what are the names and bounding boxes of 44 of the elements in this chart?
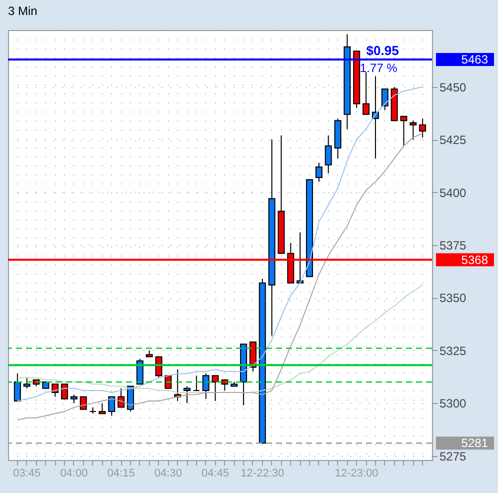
y-tick-label: 5450 — [440, 80, 467, 94]
candlestick — [61, 384, 68, 400]
chart-title: 3 Min — [8, 4, 38, 18]
candlestick — [98, 402, 106, 414]
candlestick — [80, 396, 87, 410]
line-series — [16, 132, 424, 420]
x-tick-label: 04:30 — [154, 468, 182, 480]
y-tick-label: 5300 — [440, 396, 467, 411]
y-tick-label: 5325 — [440, 344, 467, 358]
candlestick — [419, 118, 426, 138]
candlestick — [126, 386, 134, 412]
candlestick — [315, 162, 322, 182]
annotation: 1.77 % — [360, 61, 398, 75]
candlestick — [192, 375, 200, 391]
x-tick-label: 03:45 — [13, 468, 41, 480]
annotation: $0.95 — [366, 43, 399, 58]
candlestick — [324, 134, 332, 174]
y-tick-label: 5375 — [440, 238, 467, 252]
candlestick — [118, 388, 125, 408]
x-tick-label: 12-23:00 — [334, 468, 378, 480]
y-tick-label: 5350 — [440, 291, 467, 306]
candlestick — [212, 375, 219, 402]
candlestick — [202, 373, 210, 400]
candlestick — [410, 120, 417, 140]
x-tick-label: 04:00 — [60, 468, 88, 480]
candlestick — [362, 72, 370, 115]
y-tick-label: 5425 — [440, 133, 467, 148]
candlestick — [400, 116, 408, 146]
x-tick-label: 12-22:30 — [240, 468, 284, 480]
candlestick — [184, 386, 191, 404]
candlestick — [14, 373, 21, 402]
ref-line-label: 5368 — [461, 252, 488, 267]
candlestick — [221, 379, 228, 391]
candlestick — [23, 377, 30, 389]
candlestick — [164, 375, 172, 389]
candlestick — [155, 356, 162, 378]
candlestick — [52, 384, 59, 398]
y-tick-label: 5275 — [440, 449, 467, 464]
x-tick-label: 04:45 — [202, 468, 230, 480]
x-tick-label: 04:15 — [107, 468, 135, 480]
candlestick — [108, 396, 116, 416]
y-tick-label: 5400 — [440, 186, 467, 200]
ref-line-label: 5463 — [461, 52, 488, 67]
ref-line-label: 5281 — [461, 436, 488, 450]
